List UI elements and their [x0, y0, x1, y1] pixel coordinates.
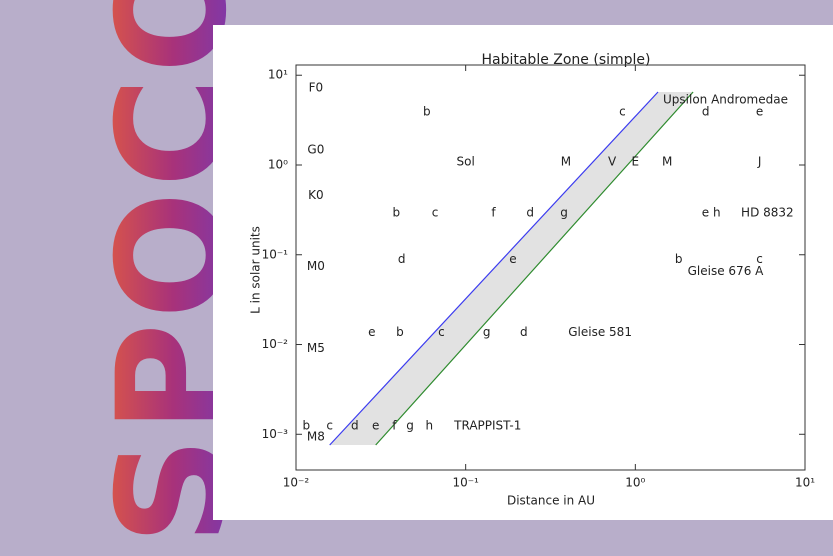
chart-title: Habitable Zone (simple) [481, 52, 650, 68]
annotation: Gleise 581 [568, 325, 632, 339]
annotation: c [619, 104, 626, 118]
annotation: b [392, 206, 400, 220]
annotation: g [560, 206, 568, 220]
x-tick-label: 10⁰ [625, 476, 645, 490]
annotation: Upsilon Andromedae [663, 92, 788, 106]
y-tick-label: 10¹ [268, 68, 288, 82]
boundary-line [375, 91, 694, 446]
boundary-line [329, 91, 659, 446]
annotation: TRAPPIST-1 [453, 419, 521, 433]
annotation: c [438, 325, 445, 339]
annotation: M0 [307, 259, 325, 273]
annotation: d [398, 252, 406, 266]
y-tick-label: 10⁰ [268, 157, 288, 171]
annotation: e h [702, 206, 721, 220]
annotation: Gleise 676 A [688, 264, 765, 278]
annotation: f [392, 419, 397, 433]
annotation: h [425, 419, 433, 433]
annotation: G0 [307, 142, 324, 156]
annotation: d [702, 104, 710, 118]
y-tick-label: 10⁻³ [262, 427, 289, 441]
annotation: M8 [307, 430, 325, 444]
y-tick-label: 10⁻¹ [262, 247, 289, 261]
annotation: e [756, 104, 763, 118]
x-axis-label: Distance in AU [507, 494, 595, 508]
annotation: g [406, 419, 414, 433]
plot-frame [295, 64, 806, 471]
habitable-band [329, 92, 694, 445]
x-tick-label: 10⁻¹ [452, 476, 479, 490]
annotation: e [372, 419, 379, 433]
annotation: F0 [309, 81, 324, 95]
annotation: V [608, 154, 617, 168]
annotation: Sol [457, 154, 475, 168]
annotation: b [675, 252, 683, 266]
annotation: HD 8832 [741, 206, 794, 220]
annotation: b [302, 419, 310, 433]
annotation: d [351, 419, 359, 433]
annotation: M5 [307, 341, 325, 355]
annotation: c [432, 206, 439, 220]
annotation: b [423, 104, 431, 118]
annotation: K0 [308, 188, 324, 202]
annotation: E [632, 154, 640, 168]
annotation: b [396, 325, 404, 339]
annotation: f [491, 206, 496, 220]
annotation: g [483, 325, 491, 339]
annotation: M [662, 154, 672, 168]
annotation: d [526, 206, 534, 220]
y-tick-label: 10⁻² [262, 337, 289, 351]
annotation: e [509, 252, 516, 266]
annotation: M [561, 154, 571, 168]
annotation: e [368, 325, 375, 339]
x-tick-label: 10¹ [795, 476, 815, 490]
annotation: J [757, 154, 762, 168]
y-axis-label: L in solar units [249, 226, 263, 314]
annotation: c [756, 252, 763, 266]
annotation: d [520, 325, 528, 339]
x-tick-label: 10⁻² [283, 476, 310, 490]
annotation: c [326, 419, 333, 433]
